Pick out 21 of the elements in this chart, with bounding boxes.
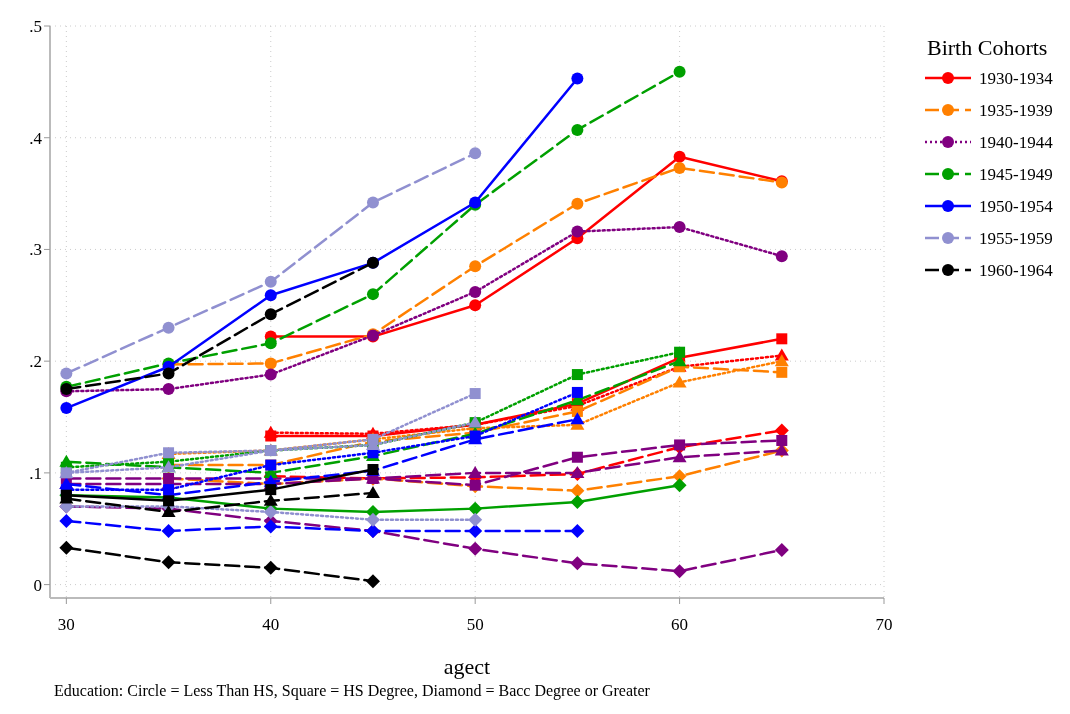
legend-label: 1930-1934 [979, 68, 1054, 88]
x-tick-label: 30 [57, 615, 75, 634]
y-tick-label: .1 [29, 463, 42, 483]
x-tick-label: 40 [262, 615, 280, 634]
x-tick-label: 60 [671, 615, 689, 634]
text: Education: Circle = Less Than HS, Square = HS Degree, Diamond = Bacc Degree or Greater [54, 682, 651, 700]
y-tick-label: .2 [29, 352, 42, 372]
x-tick-label: 50 [466, 615, 484, 634]
y-tick-label: 0 [33, 575, 42, 595]
legend-label: 1960-1964 [979, 260, 1054, 280]
x-axis-title: agect [443, 654, 491, 679]
legend-title: Birth Cohorts [927, 35, 1048, 60]
legend-label: 1950-1954 [979, 196, 1054, 216]
legend-label: 1945-1949 [979, 164, 1053, 184]
y-tick-label: .4 [29, 128, 43, 148]
legend-label: 1940-1944 [979, 132, 1054, 152]
legend-label: 1955-1959 [979, 228, 1053, 248]
y-tick-label: .3 [29, 240, 42, 260]
x-tick-label: 70 [875, 615, 893, 634]
y-tick-label: .5 [29, 16, 42, 36]
legend-label: 1935-1939 [979, 100, 1053, 120]
